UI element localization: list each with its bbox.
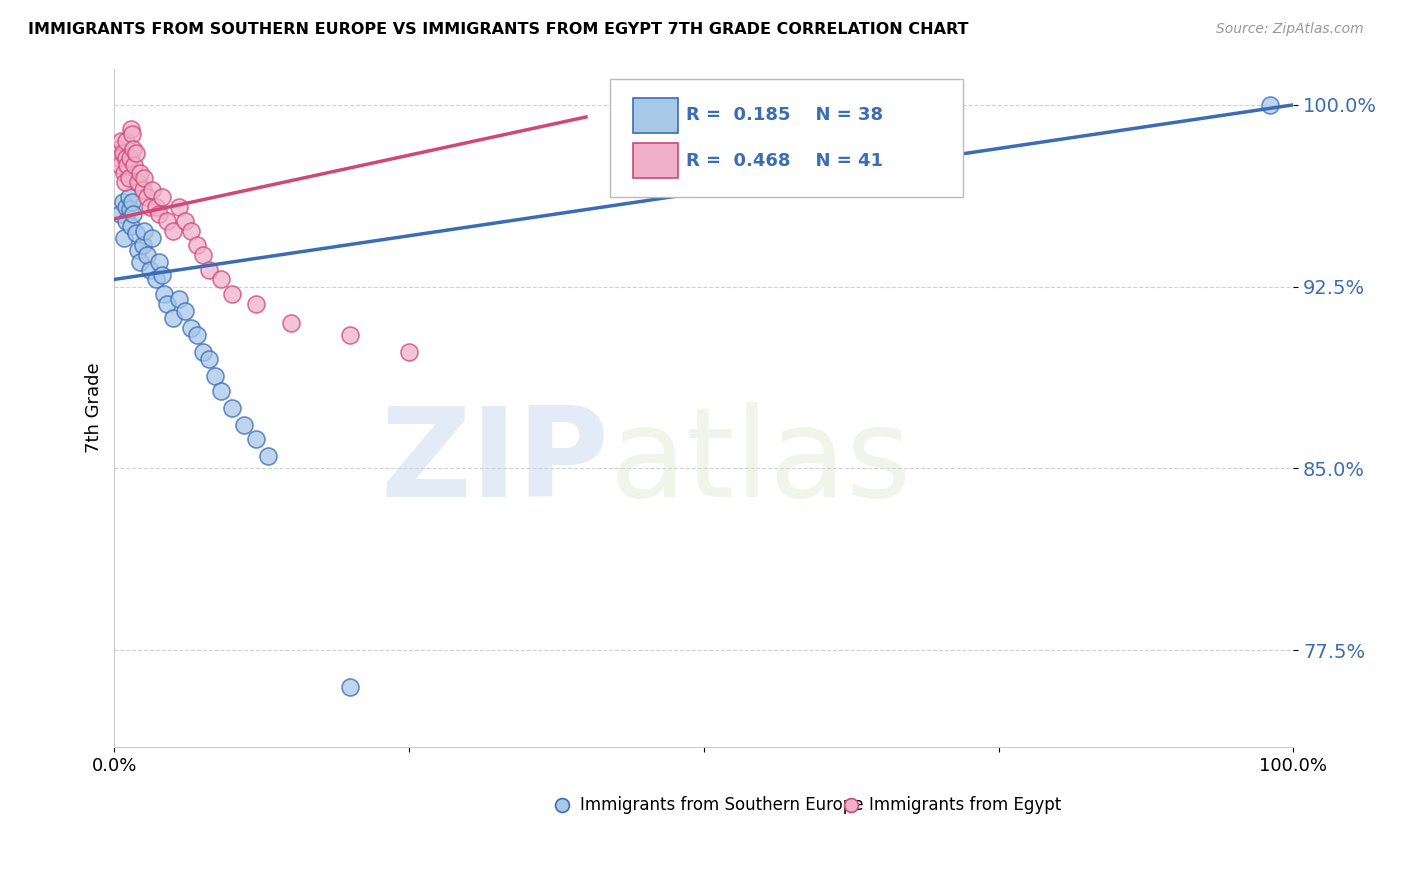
Point bbox=[127, 176, 149, 190]
Point bbox=[197, 262, 219, 277]
Point bbox=[141, 231, 163, 245]
Point bbox=[153, 287, 176, 301]
Point bbox=[132, 170, 155, 185]
Point bbox=[136, 190, 159, 204]
Point bbox=[197, 352, 219, 367]
Text: Immigrants from Southern Europe: Immigrants from Southern Europe bbox=[581, 796, 863, 814]
Point bbox=[191, 345, 214, 359]
Point bbox=[117, 159, 139, 173]
Point bbox=[118, 202, 141, 216]
Text: Immigrants from Egypt: Immigrants from Egypt bbox=[869, 796, 1062, 814]
Point bbox=[121, 127, 143, 141]
Point bbox=[139, 200, 162, 214]
Point bbox=[121, 194, 143, 209]
FancyBboxPatch shape bbox=[633, 98, 678, 133]
Y-axis label: 7th Grade: 7th Grade bbox=[86, 362, 103, 453]
Point bbox=[124, 159, 146, 173]
Point bbox=[339, 328, 361, 343]
Point bbox=[127, 244, 149, 258]
Point bbox=[156, 296, 179, 310]
Point bbox=[132, 224, 155, 238]
Point bbox=[245, 433, 267, 447]
Point bbox=[117, 170, 139, 185]
Point bbox=[180, 321, 202, 335]
Point bbox=[111, 194, 134, 209]
Point bbox=[110, 159, 132, 173]
Text: atlas: atlas bbox=[610, 401, 911, 523]
Point bbox=[174, 304, 197, 318]
Point bbox=[115, 200, 138, 214]
Text: R =  0.468    N = 41: R = 0.468 N = 41 bbox=[686, 152, 883, 169]
Point bbox=[245, 296, 267, 310]
Point bbox=[124, 227, 146, 241]
Text: R =  0.185    N = 38: R = 0.185 N = 38 bbox=[686, 105, 883, 124]
Point bbox=[221, 287, 243, 301]
Point bbox=[117, 190, 139, 204]
Point bbox=[148, 255, 170, 269]
Point bbox=[112, 166, 135, 180]
Point bbox=[204, 369, 226, 384]
Point bbox=[221, 401, 243, 415]
Point bbox=[139, 262, 162, 277]
Point bbox=[108, 151, 131, 165]
Point bbox=[145, 272, 167, 286]
Point bbox=[180, 224, 202, 238]
Point bbox=[118, 151, 141, 165]
Point bbox=[145, 200, 167, 214]
Point bbox=[110, 207, 132, 221]
Point bbox=[115, 151, 138, 165]
Point bbox=[156, 214, 179, 228]
Point bbox=[115, 134, 138, 148]
Point bbox=[124, 146, 146, 161]
Point bbox=[162, 224, 184, 238]
FancyBboxPatch shape bbox=[633, 144, 678, 178]
Point bbox=[209, 272, 232, 286]
Point bbox=[280, 316, 302, 330]
Point bbox=[233, 417, 256, 432]
Point bbox=[162, 311, 184, 326]
Text: ZIP: ZIP bbox=[381, 401, 610, 523]
Text: Source: ZipAtlas.com: Source: ZipAtlas.com bbox=[1216, 22, 1364, 37]
Point bbox=[174, 214, 197, 228]
Point bbox=[112, 231, 135, 245]
Point bbox=[167, 292, 190, 306]
Point bbox=[339, 680, 361, 694]
Point bbox=[114, 176, 136, 190]
Point bbox=[129, 166, 152, 180]
Point bbox=[186, 238, 208, 252]
Point bbox=[398, 345, 420, 359]
Point bbox=[256, 450, 278, 464]
Point bbox=[141, 183, 163, 197]
Point bbox=[122, 141, 145, 155]
Point bbox=[150, 268, 173, 282]
Point bbox=[186, 328, 208, 343]
Point bbox=[111, 146, 134, 161]
Point bbox=[209, 384, 232, 398]
Point bbox=[107, 141, 129, 155]
Point bbox=[136, 248, 159, 262]
Point bbox=[131, 238, 153, 252]
Point bbox=[1258, 98, 1281, 112]
Point bbox=[115, 214, 138, 228]
Point bbox=[120, 122, 142, 136]
Text: IMMIGRANTS FROM SOUTHERN EUROPE VS IMMIGRANTS FROM EGYPT 7TH GRADE CORRELATION C: IMMIGRANTS FROM SOUTHERN EUROPE VS IMMIG… bbox=[28, 22, 969, 37]
FancyBboxPatch shape bbox=[610, 78, 963, 197]
Point bbox=[191, 248, 214, 262]
Point bbox=[120, 219, 142, 233]
Point bbox=[167, 200, 190, 214]
Point bbox=[148, 207, 170, 221]
Point bbox=[131, 183, 153, 197]
Point bbox=[150, 190, 173, 204]
Point bbox=[110, 134, 132, 148]
Point bbox=[129, 255, 152, 269]
Point bbox=[122, 207, 145, 221]
